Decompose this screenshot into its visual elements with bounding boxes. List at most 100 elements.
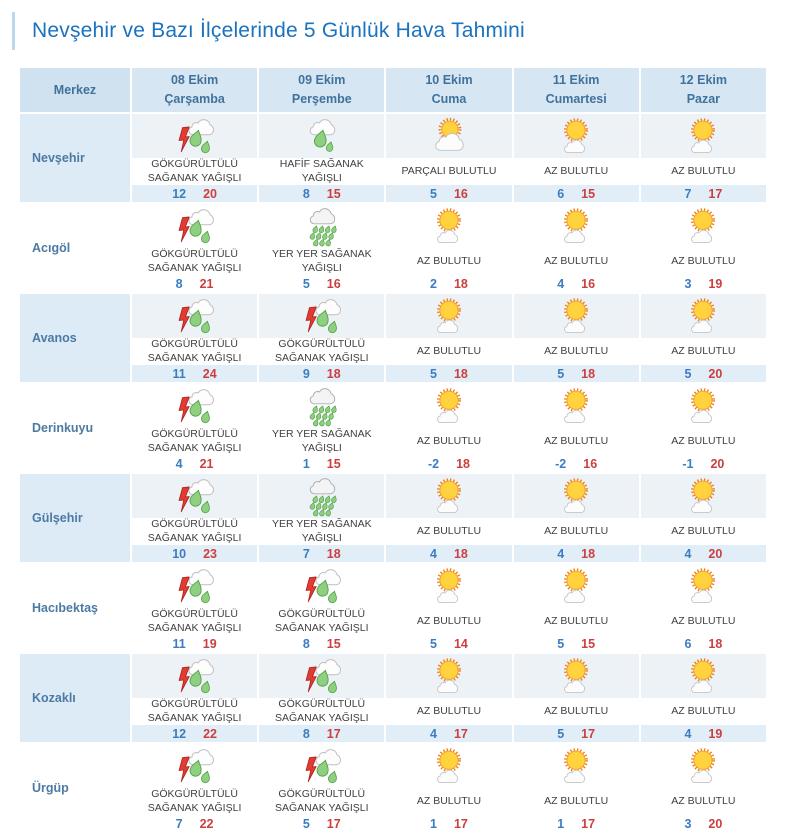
thunderstorm-icon (178, 659, 214, 694)
min-temperature: 12 (172, 726, 187, 741)
heavy-rain-icon (309, 478, 337, 517)
max-temperature: 20 (708, 366, 723, 381)
weather-description: GÖKGÜRÜLTÜLÜ SAĞANAK YAĞIŞLI (132, 338, 258, 365)
thunderstorm-icon (259, 744, 385, 788)
weather-description: AZ BULUTLU (640, 788, 766, 815)
table-row: Ürgüp GÖKGÜRÜLTÜLÜ SAĞANAK YAĞIŞLI 7 22 (20, 744, 766, 832)
forecast-cell: AZ BULUTLU 5 14 (386, 564, 512, 652)
min-temperature: 7 (175, 816, 183, 831)
few-clouds-icon (564, 478, 589, 514)
temperature-pair: -2 18 (386, 455, 512, 472)
max-temperature: 17 (453, 816, 468, 831)
min-temperature: 3 (684, 816, 692, 831)
max-temperature: 19 (708, 726, 723, 741)
thunderstorm-icon (178, 749, 214, 784)
max-temperature: 23 (203, 546, 217, 561)
weather-description: AZ BULUTLU (513, 428, 639, 455)
thunderstorm-icon (259, 564, 385, 608)
thunderstorm-icon (132, 114, 258, 158)
column-header-day: 11 Ekim Cumartesi (513, 68, 639, 112)
min-temperature: 7 (302, 546, 310, 561)
weather-description: GÖKGÜRÜLTÜLÜ SAĞANAK YAĞIŞLI (259, 608, 385, 635)
temperature-pair: 5 15 (513, 635, 639, 652)
temperature-pair: 5 17 (513, 725, 639, 742)
max-temperature: 18 (581, 546, 596, 561)
few-clouds-icon (640, 744, 766, 788)
min-temperature: 8 (302, 726, 310, 741)
column-header-day: 09 Ekim Perşembe (259, 68, 385, 112)
max-temperature: 18 (456, 456, 470, 471)
max-temperature: 17 (326, 816, 341, 831)
max-temperature: 24 (202, 366, 217, 381)
weather-description: AZ BULUTLU (640, 698, 766, 725)
forecast-cell: HAFİF SAĞANAK YAĞIŞLI 8 15 (259, 114, 385, 202)
weather-description: AZ BULUTLU (386, 608, 512, 635)
page-header: Nevşehir ve Bazı İlçelerinde 5 Günlük Ha… (12, 8, 768, 54)
temperature-pair: 5 18 (513, 365, 639, 382)
max-temperature: 20 (710, 456, 725, 471)
header-date: 10 Ekim (425, 72, 473, 87)
forecast-cell: AZ BULUTLU 5 15 (513, 564, 639, 652)
heavy-rain-icon (309, 208, 337, 247)
min-temperature: 6 (557, 186, 565, 201)
thunderstorm-icon (305, 659, 341, 694)
temperature-pair: -2 16 (513, 455, 639, 472)
weather-description: GÖKGÜRÜLTÜLÜ SAĞANAK YAĞIŞLI (259, 788, 385, 815)
forecast-cell: AZ BULUTLU -1 20 (640, 384, 766, 472)
thunderstorm-icon (132, 294, 258, 338)
few-clouds-icon (564, 748, 589, 784)
min-temperature: 5 (557, 366, 565, 381)
temperature-pair: 5 16 (259, 275, 385, 292)
row-merkez-derinkuyu: Derinkuyu (20, 384, 130, 472)
max-temperature: 15 (326, 186, 341, 201)
few-clouds-icon (640, 384, 766, 428)
max-temperature: 19 (708, 276, 723, 291)
forecast-cell: AZ BULUTLU 7 17 (640, 114, 766, 202)
weather-description: AZ BULUTLU (513, 248, 639, 275)
weather-description: AZ BULUTLU (386, 248, 512, 275)
weather-description: AZ BULUTLU (640, 428, 766, 455)
temperature-pair: 7 17 (640, 185, 766, 202)
weather-description: GÖKGÜRÜLTÜLÜ SAĞANAK YAĞIŞLI (132, 788, 258, 815)
few-clouds-icon (691, 748, 716, 784)
row-merkez-acıgöl: Acıgöl (20, 204, 130, 292)
thunderstorm-icon (132, 384, 258, 428)
max-temperature: 17 (581, 726, 596, 741)
min-temperature: 4 (430, 546, 437, 561)
table-row: Kozaklı GÖKGÜRÜLTÜLÜ SAĞANAK YAĞIŞLI 12 … (20, 654, 766, 742)
weather-description: GÖKGÜRÜLTÜLÜ SAĞANAK YAĞIŞLI (132, 158, 258, 185)
forecast-cell: GÖKGÜRÜLTÜLÜ SAĞANAK YAĞIŞLI 4 21 (132, 384, 258, 472)
forecast-cell: AZ BULUTLU 5 17 (513, 654, 639, 742)
temperature-pair: 12 20 (132, 185, 258, 202)
temperature-pair: 4 21 (132, 455, 258, 472)
row-merkez-avanos: Avanos (20, 294, 130, 382)
min-temperature: 7 (684, 186, 692, 201)
temperature-pair: 4 16 (513, 275, 639, 292)
temperature-pair: 8 17 (259, 725, 385, 742)
few-clouds-icon (513, 744, 639, 788)
forecast-cell: GÖKGÜRÜLTÜLÜ SAĞANAK YAĞIŞLI 8 15 (259, 564, 385, 652)
weather-description: GÖKGÜRÜLTÜLÜ SAĞANAK YAĞIŞLI (132, 518, 258, 545)
max-temperature: 16 (583, 456, 598, 471)
heavy-rain-icon (309, 388, 337, 427)
thunderstorm-icon (178, 299, 214, 334)
heavy-rain-icon (259, 474, 385, 518)
column-header-day: 10 Ekim Cuma (386, 68, 512, 112)
temperature-pair: 9 18 (259, 365, 385, 382)
weather-description: AZ BULUTLU (513, 788, 639, 815)
header-date: 09 Ekim (298, 72, 346, 87)
min-temperature: 4 (557, 276, 565, 291)
row-merkez-hacıbektaş: Hacıbektaş (20, 564, 130, 652)
few-clouds-icon (436, 388, 461, 424)
few-clouds-icon (513, 654, 639, 698)
min-temperature: 8 (302, 636, 310, 651)
few-clouds-icon (564, 298, 589, 334)
forecast-cell: AZ BULUTLU 4 16 (513, 204, 639, 292)
forecast-cell: AZ BULUTLU 4 20 (640, 474, 766, 562)
min-temperature: 10 (172, 546, 187, 561)
forecast-cell: AZ BULUTLU 3 19 (640, 204, 766, 292)
min-temperature: 11 (172, 366, 186, 381)
min-temperature: 11 (172, 636, 186, 651)
weather-description: AZ BULUTLU (640, 518, 766, 545)
min-temperature: 1 (430, 816, 437, 831)
